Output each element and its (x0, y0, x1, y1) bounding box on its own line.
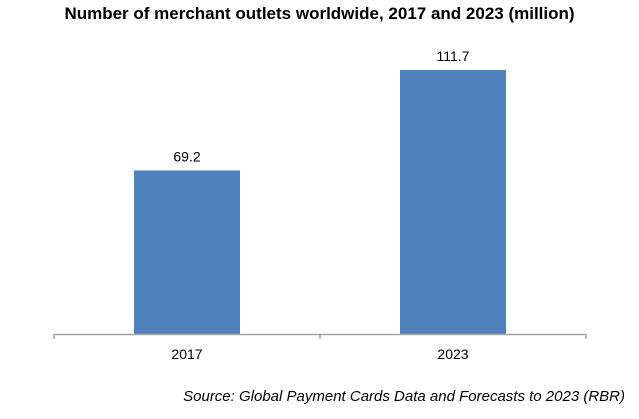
x-tick-label-2017: 2017 (171, 346, 202, 362)
bar-2023 (400, 70, 506, 334)
data-label-2017: 69.2 (173, 148, 200, 164)
source-note: Source: Global Payment Cards Data and Fo… (183, 388, 625, 405)
data-label-2023: 111.7 (437, 48, 470, 64)
bar-2017 (134, 170, 240, 334)
chart-title: Number of merchant outlets worldwide, 20… (64, 4, 575, 23)
x-tick-label-2023: 2023 (437, 346, 468, 362)
